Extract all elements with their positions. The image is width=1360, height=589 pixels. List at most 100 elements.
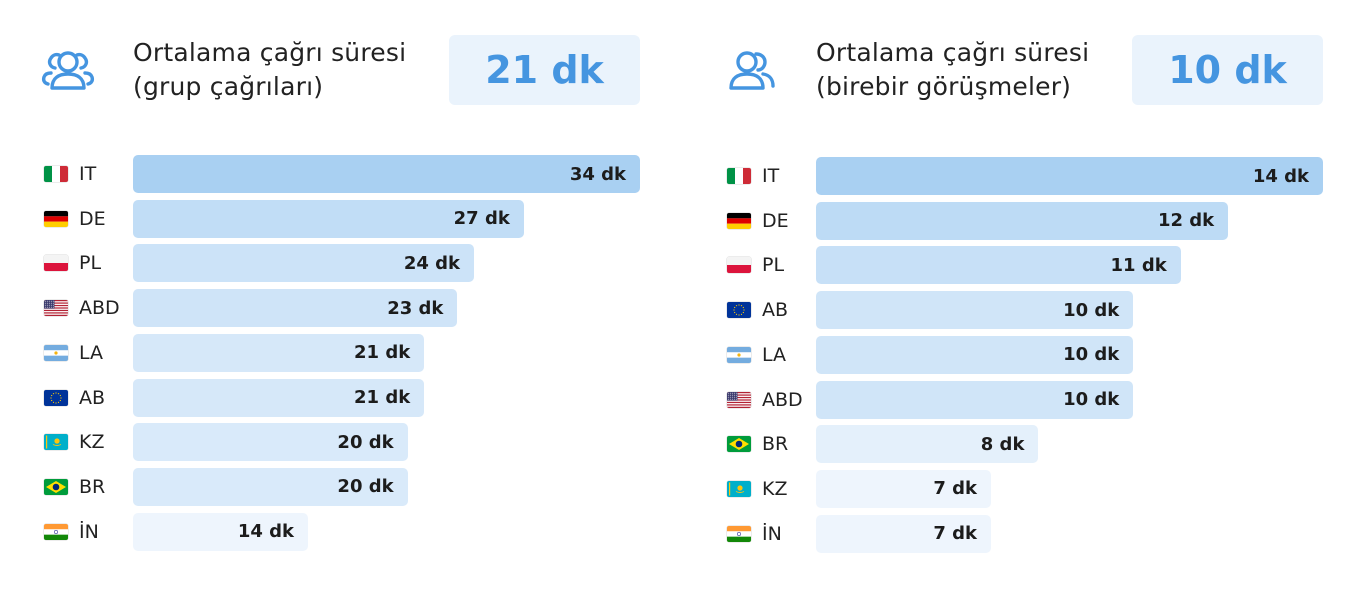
bar-row: İN 7 dk bbox=[723, 514, 1323, 553]
bar-row: IT 34 dk bbox=[40, 155, 640, 193]
panel-title: Ortalama çağrı süresi (birebir görüşmele… bbox=[816, 36, 1116, 104]
bar-value-label: 10 dk bbox=[1063, 344, 1120, 366]
category-label: BR bbox=[79, 475, 106, 498]
bar-row: BR 20 dk bbox=[40, 467, 640, 506]
bar: 20 dk bbox=[133, 467, 408, 506]
bar-value-label: 12 dk bbox=[1157, 210, 1215, 232]
bar-row: ABD 10 dk bbox=[723, 380, 1323, 419]
bar-value-label: 24 dk bbox=[403, 252, 460, 274]
usa-flag-icon bbox=[727, 391, 751, 408]
summary-value: 10 dk bbox=[1168, 48, 1287, 92]
bar: 10 dk bbox=[816, 380, 1134, 419]
bar-value-label: 27 dk bbox=[453, 208, 510, 230]
brazil-flag-icon bbox=[44, 478, 68, 495]
india-flag-icon bbox=[727, 525, 751, 542]
kazakhstan-flag-icon bbox=[44, 434, 68, 451]
bar-row: PL 11 dk bbox=[723, 246, 1323, 285]
kazakhstan-flag-icon bbox=[727, 480, 751, 497]
bar: 14 dk bbox=[816, 157, 1323, 195]
category-label: AB bbox=[79, 386, 106, 409]
category-label: IT bbox=[762, 165, 780, 187]
bar: 27 dk bbox=[133, 199, 524, 238]
category-label: İN bbox=[762, 522, 782, 545]
category-label: PL bbox=[762, 254, 785, 277]
bar-row: BR 8 dk bbox=[723, 425, 1323, 464]
bar-row: LA 10 dk bbox=[723, 335, 1323, 374]
italy-flag-icon bbox=[44, 166, 68, 182]
summary-value: 21 dk bbox=[485, 48, 604, 92]
eu-flag-icon bbox=[44, 389, 68, 406]
bar-row: ABD 23 dk bbox=[40, 289, 640, 328]
bar: 10 dk bbox=[816, 335, 1134, 374]
category-label: ABD bbox=[79, 297, 120, 320]
bar-row: DE 27 dk bbox=[40, 199, 640, 238]
bar-value-label: 14 dk bbox=[237, 521, 294, 543]
poland-flag-icon bbox=[44, 255, 68, 272]
bar-value-label: 20 dk bbox=[337, 476, 394, 498]
bar-value-label: 8 dk bbox=[980, 433, 1025, 455]
bar-value-label: 14 dk bbox=[1252, 165, 1309, 187]
bar-row: AB 21 dk bbox=[40, 378, 640, 417]
poland-flag-icon bbox=[727, 257, 751, 274]
category-label: PL bbox=[79, 252, 102, 275]
bar-row: AB 10 dk bbox=[723, 291, 1323, 330]
bar: 10 dk bbox=[816, 291, 1134, 330]
category-label: IT bbox=[79, 163, 97, 185]
bar: 8 dk bbox=[816, 425, 1039, 464]
bar-value-label: 10 dk bbox=[1063, 389, 1120, 410]
eu-flag-icon bbox=[727, 302, 751, 319]
india-flag-icon bbox=[44, 523, 68, 540]
category-label: LA bbox=[79, 341, 104, 364]
bar-row: PL 24 dk bbox=[40, 244, 640, 283]
one-to-one-calls-panel: Ortalama çağrı süresi (birebir görüşmele… bbox=[723, 0, 1323, 589]
category-label: ABD bbox=[762, 388, 803, 411]
bar-row: İN 14 dk bbox=[40, 512, 640, 551]
summary-box: 10 dk bbox=[1132, 35, 1323, 105]
argentina-flag-icon bbox=[44, 344, 68, 361]
bar-value-label: 7 dk bbox=[933, 523, 977, 545]
summary-box: 21 dk bbox=[449, 35, 640, 105]
category-label: KZ bbox=[79, 431, 105, 454]
bar-row: DE 12 dk bbox=[723, 201, 1323, 240]
bar: 7 dk bbox=[816, 514, 991, 553]
bar-value-label: 21 dk bbox=[354, 387, 411, 408]
bar: 14 dk bbox=[133, 512, 308, 551]
bar-value-label: 34 dk bbox=[569, 163, 626, 185]
germany-flag-icon bbox=[44, 210, 68, 227]
category-label: DE bbox=[79, 207, 106, 230]
category-label: AB bbox=[762, 299, 789, 322]
bar: 21 dk bbox=[133, 378, 425, 417]
title-line-1: Ortalama çağrı süresi bbox=[133, 38, 407, 67]
title-line-2: (grup çağrıları) bbox=[133, 72, 324, 101]
bar-value-label: 20 dk bbox=[337, 431, 394, 453]
bar: 24 dk bbox=[133, 244, 474, 283]
bar-row: KZ 20 dk bbox=[40, 423, 640, 462]
bar-value-label: 21 dk bbox=[354, 342, 411, 364]
argentina-flag-icon bbox=[727, 346, 751, 363]
title-line-2: (birebir görüşmeler) bbox=[816, 72, 1072, 101]
brazil-flag-icon bbox=[727, 436, 751, 453]
panel-title: Ortalama çağrı süresi (grup çağrıları) bbox=[133, 36, 433, 104]
bar: 23 dk bbox=[133, 289, 458, 328]
bar: 21 dk bbox=[133, 333, 425, 372]
bar-row: KZ 7 dk bbox=[723, 469, 1323, 508]
germany-flag-icon bbox=[727, 212, 751, 229]
bar-row: IT 14 dk bbox=[723, 157, 1323, 195]
bar: 7 dk bbox=[816, 469, 991, 508]
bar-value-label: 11 dk bbox=[1110, 254, 1167, 276]
italy-flag-icon bbox=[727, 168, 751, 184]
users-icon bbox=[729, 51, 775, 90]
bar: 34 dk bbox=[133, 155, 640, 193]
bar-value-label: 23 dk bbox=[387, 297, 444, 319]
bar: 12 dk bbox=[816, 201, 1229, 240]
category-label: LA bbox=[762, 343, 787, 366]
group-calls-panel: Ortalama çağrı süresi (grup çağrıları) 2… bbox=[40, 0, 640, 589]
bar-row: LA 21 dk bbox=[40, 333, 640, 372]
category-label: BR bbox=[762, 433, 789, 456]
title-line-1: Ortalama çağrı süresi bbox=[816, 38, 1090, 67]
category-label: İN bbox=[79, 520, 99, 543]
bar: 11 dk bbox=[816, 246, 1181, 285]
bar: 20 dk bbox=[133, 423, 408, 462]
bar-value-label: 10 dk bbox=[1063, 299, 1120, 321]
users-icon bbox=[41, 51, 95, 90]
